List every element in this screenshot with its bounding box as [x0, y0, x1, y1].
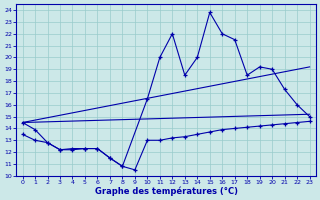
- X-axis label: Graphe des températures (°C): Graphe des températures (°C): [95, 186, 237, 196]
